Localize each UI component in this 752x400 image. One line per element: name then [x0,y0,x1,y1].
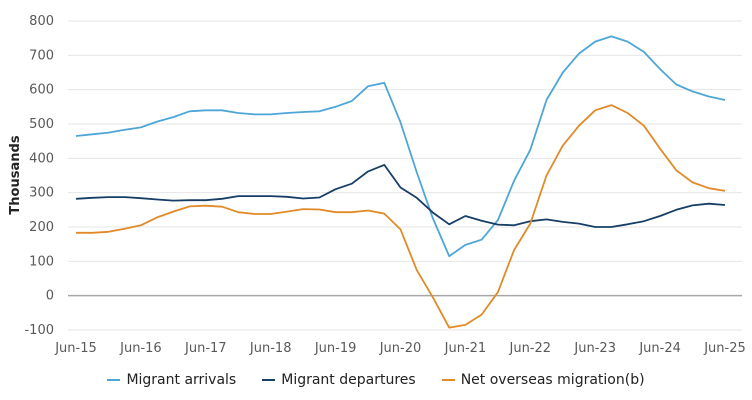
y-tick-label: 500 [29,117,54,132]
x-tick-label: Jun-17 [184,341,227,356]
x-tick-label: Jun-18 [249,341,292,356]
x-tick-label: Jun-15 [54,341,97,356]
x-tick-label: Jun-20 [379,341,422,356]
x-tick-label: Jun-21 [444,341,487,356]
legend-item-nom[interactable]: Net overseas migration(b) [441,372,645,388]
series-line-arrivals [75,35,726,258]
y-tick-label: 200 [29,220,54,235]
y-tick-label: 300 [29,186,54,201]
legend-swatch-nom [441,379,455,381]
series-line-departures [75,163,726,228]
legend-item-departures[interactable]: Migrant departures [262,372,416,388]
legend-swatch-arrivals [107,379,121,381]
y-axis-label: Thousands [8,135,23,214]
gridlines [68,20,742,331]
series-lines [75,35,726,329]
x-tick-label: Jun-22 [509,341,552,356]
legend-label: Migrant arrivals [126,372,237,388]
legend-item-arrivals[interactable]: Migrant arrivals [107,372,236,388]
y-tick-label: 400 [29,151,54,166]
x-tick-label: Jun-24 [638,341,681,356]
legend-label: Migrant departures [281,372,416,388]
series-line-net-overseas-migration [76,104,726,329]
y-tick-label: 700 [29,48,54,63]
x-axis-ticks: Jun-15 Jun-16 Jun-17 Jun-18 Jun-19 Jun-20 Jun-… [54,341,746,356]
legend-label: Net overseas migration(b) [460,372,645,388]
y-tick-label: -100 [24,323,54,338]
x-tick-label: Jun-16 [119,341,162,356]
legend-swatch-departures [262,379,276,381]
y-tick-label: 100 [29,254,54,269]
y-axis-ticks: 800 700 600 500 400 300 200 100 0 -100 [24,14,54,338]
y-tick-label: 0 [46,289,54,304]
y-tick-label: 800 [29,14,54,29]
y-tick-label: 600 [29,83,54,98]
x-tick-label: Jun-19 [314,341,357,356]
x-tick-label: Jun-23 [573,341,616,356]
x-tick-label: Jun-25 [703,341,746,356]
legend: Migrant arrivals Migrant departures Net … [0,372,752,388]
